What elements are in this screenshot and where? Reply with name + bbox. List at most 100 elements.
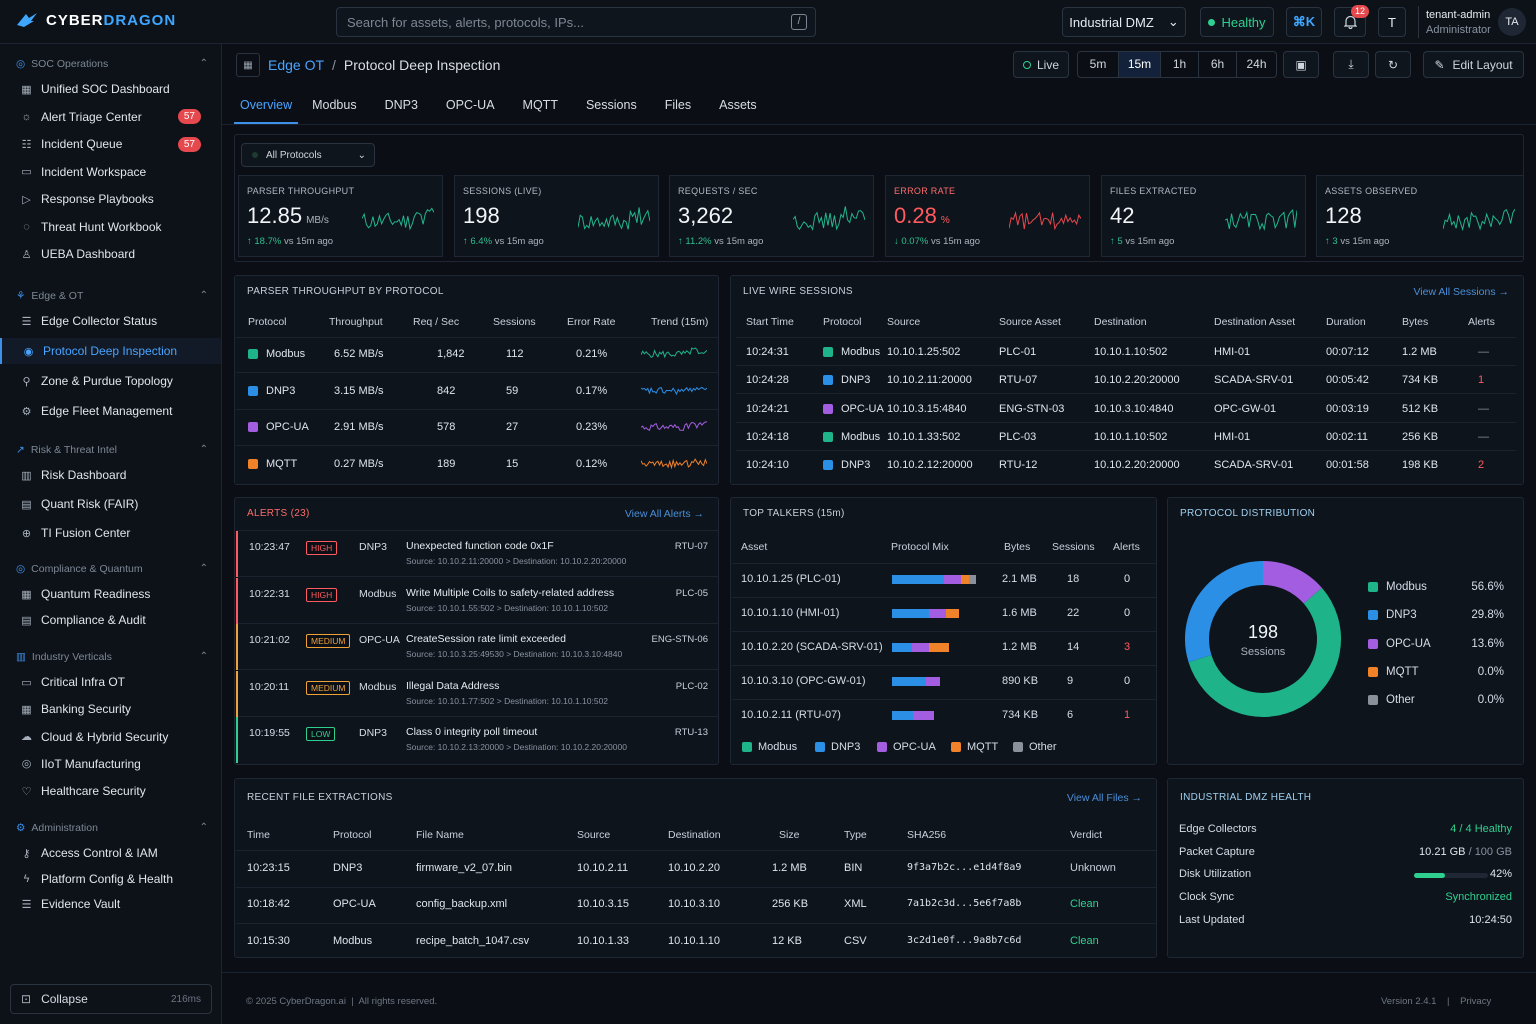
- sidebar-section-0[interactable]: ◎ SOC Operations ⌃: [16, 58, 208, 70]
- talker-row[interactable]: 10.10.3.10 (OPC-GW-01) 890 KB 9 0: [732, 667, 1156, 700]
- privacy-link[interactable]: Privacy: [1460, 996, 1492, 1007]
- sidebar-item-zone-purdue-topology[interactable]: ⚲ Zone & Purdue Topology: [0, 368, 221, 394]
- session-row[interactable]: 10:24:31 Modbus 10.10.1.25:502 PLC-01 10.10.…: [736, 338, 1516, 366]
- sidebar-item-platform-config-health[interactable]: ϟ Platform Config & Health: [0, 866, 221, 892]
- download-button[interactable]: ⤓: [1333, 51, 1369, 78]
- sidebar-section-4[interactable]: ▥ Industry Verticals ⌃: [16, 651, 208, 663]
- session-row[interactable]: 10:24:18 Modbus 10.10.1.33:502 PLC-03 10.10.…: [736, 423, 1516, 451]
- talker-row[interactable]: 10.10.2.11 (RTU-07) 734 KB 6 1: [732, 701, 1156, 733]
- protocol-swatch: [823, 403, 833, 414]
- session-row[interactable]: 10:24:28 DNP3 10.10.2.11:20000 RTU-07 10.10.…: [736, 366, 1516, 395]
- sidebar-item-protocol-deep-inspection[interactable]: ◉ Protocol Deep Inspection: [0, 338, 221, 364]
- range-24h[interactable]: 24h: [1236, 52, 1276, 77]
- view-all-sessions-link[interactable]: View All Sessions →: [1413, 286, 1509, 298]
- alert-row[interactable]: 10:21:02 MEDIUM OPC-UA CreateSession rate l…: [236, 624, 718, 670]
- sidebar-item-evidence-vault[interactable]: ☰ Evidence Vault: [0, 891, 221, 917]
- talker-row[interactable]: 10.10.1.25 (PLC-01) 2.1 MB 18 0: [732, 565, 1156, 598]
- donut-slice-modbus[interactable]: [1188, 587, 1341, 717]
- kpi-card-0[interactable]: PARSER THROUGHPUT 12.85 MB/s ↑ 18.7% vs 15m…: [238, 175, 443, 257]
- search-input[interactable]: Search for assets, alerts, protocols, IP…: [336, 7, 816, 37]
- sidebar-item-cloud-hybrid-security[interactable]: ☁ Cloud & Hybrid Security: [0, 724, 221, 750]
- range-1h[interactable]: 1h: [1160, 52, 1198, 77]
- sidebar-item-risk-dashboard[interactable]: ▥ Risk Dashboard: [0, 462, 221, 488]
- donut-slice-opc-ua[interactable]: [1262, 561, 1322, 604]
- tab-files[interactable]: Files: [664, 98, 692, 112]
- sidebar-item-compliance-audit[interactable]: ▤ Compliance & Audit: [0, 607, 221, 633]
- sidebar-item-healthcare-security[interactable]: ♡ Healthcare Security: [0, 778, 221, 804]
- sidebar-item-unified-soc-dashboard[interactable]: ▦ Unified SOC Dashboard: [0, 76, 221, 102]
- user-menu[interactable]: tenant-admin Administrator: [1426, 8, 1491, 38]
- protocol-mix-segment: [913, 711, 934, 720]
- protocol-mix-bar: [892, 677, 940, 686]
- sidebar-item-edge-fleet-management[interactable]: ⚙ Edge Fleet Management: [0, 398, 221, 424]
- theme-button[interactable]: T: [1378, 7, 1406, 37]
- notifications-button[interactable]: 12: [1334, 5, 1369, 37]
- health-status-button[interactable]: Healthy: [1200, 7, 1274, 37]
- sidebar-item-incident-workspace[interactable]: ▭ Incident Workspace: [0, 159, 221, 185]
- breadcrumb-edge-ot[interactable]: Edge OT: [268, 57, 325, 73]
- protocol-filter-select[interactable]: All Protocols ⌄: [241, 143, 375, 167]
- sidebar-section-2[interactable]: ↗ Risk & Threat Intel ⌃: [16, 444, 208, 456]
- collapse-button[interactable]: ⊡ Collapse 216ms: [10, 984, 212, 1014]
- sidebar-item-edge-collector-status[interactable]: ☰ Edge Collector Status: [0, 308, 221, 334]
- range-6h[interactable]: 6h: [1198, 52, 1236, 77]
- sidebar-item-incident-queue[interactable]: ☷ Incident Queue 57: [0, 131, 221, 157]
- command-label: ⌘K: [1292, 14, 1316, 29]
- file-row[interactable]: 10:23:15 DNP3 firmware_v2_07.bin 10.10.2.11…: [236, 852, 1156, 888]
- sidebar-section-1[interactable]: ⚘ Edge & OT ⌃: [16, 290, 208, 302]
- session-row[interactable]: 10:24:10 DNP3 10.10.2.12:20000 RTU-12 10.10.…: [736, 451, 1516, 479]
- throughput-row[interactable]: DNP3 3.15 MB/s 842 59 0.17%: [236, 375, 718, 410]
- talker-row[interactable]: 10.10.2.20 (SCADA-SRV-01) 1.2 MB 14 3: [732, 633, 1156, 666]
- sidebar-item-quant-risk-fair-[interactable]: ▤ Quant Risk (FAIR): [0, 491, 221, 517]
- kpi-card-3[interactable]: ERROR RATE 0.28% ↓ 0.07% vs 15m ago: [885, 175, 1090, 257]
- throughput-row[interactable]: Modbus 6.52 MB/s 1,842 112 0.21%: [236, 338, 718, 373]
- brand-logo[interactable]: CYBERDRAGON: [16, 11, 176, 29]
- sidebar-item-alert-triage-center[interactable]: ☼ Alert Triage Center 57: [0, 104, 221, 130]
- tab-overview[interactable]: Overview: [234, 92, 299, 124]
- tab-sessions[interactable]: Sessions: [585, 98, 637, 112]
- command-palette-button[interactable]: ⌘K: [1286, 7, 1322, 37]
- tab-assets[interactable]: Assets: [719, 98, 757, 112]
- alert-row[interactable]: 10:19:55 LOW DNP3 Class 0 integrity poll ti…: [236, 717, 718, 763]
- kpi-card-2[interactable]: REQUESTS / SEC 3,262 ↑ 11.2% vs 15m ago: [669, 175, 874, 257]
- sidebar-section-3[interactable]: ◎ Compliance & Quantum ⌃: [16, 563, 208, 575]
- sidebar-section-5[interactable]: ⚙ Administration ⌃: [16, 822, 208, 834]
- donut-slice-dnp3[interactable]: [1185, 561, 1264, 663]
- session-row[interactable]: 10:24:21 OPC-UA 10.10.3.15:4840 ENG-STN-03 1…: [736, 395, 1516, 423]
- avatar[interactable]: TA: [1498, 8, 1526, 36]
- talker-row[interactable]: 10.10.1.10 (HMI-01) 1.6 MB 22 0: [732, 599, 1156, 632]
- view-all-alerts-link[interactable]: View All Alerts →: [624, 508, 704, 520]
- file-row[interactable]: 10:18:42 OPC-UA config_backup.xml 10.10.3.1…: [236, 888, 1156, 925]
- alert-row[interactable]: 10:22:31 HIGH Modbus Write Multiple Coils t…: [236, 577, 718, 624]
- live-button[interactable]: Live: [1013, 51, 1069, 78]
- range-15m[interactable]: 15m: [1118, 52, 1160, 77]
- edit-layout-button[interactable]: ✎ Edit Layout: [1423, 51, 1524, 78]
- sidebar-item-quantum-readiness[interactable]: ▦ Quantum Readiness: [0, 581, 221, 607]
- kpi-card-1[interactable]: SESSIONS (LIVE) 198 ↑ 6.4% vs 15m ago: [454, 175, 659, 257]
- range-5m[interactable]: 5m: [1089, 57, 1107, 71]
- tab-modbus[interactable]: Modbus: [312, 98, 357, 112]
- sidebar-item-response-playbooks[interactable]: ▷ Response Playbooks: [0, 186, 221, 212]
- refresh-button[interactable]: ↻: [1375, 51, 1411, 78]
- sidebar-item-access-control-iam[interactable]: ⚷ Access Control & IAM: [0, 840, 221, 866]
- tab-opc-ua[interactable]: OPC-UA: [445, 98, 495, 112]
- calendar-button[interactable]: ▣: [1283, 51, 1319, 78]
- alert-row[interactable]: 10:23:47 HIGH DNP3 Unexpected function code…: [236, 531, 718, 577]
- sidebar-item-threat-hunt-workbook[interactable]: ◌ Threat Hunt Workbook: [0, 214, 221, 240]
- sidebar-item-critical-infra-ot[interactable]: ▭ Critical Infra OT: [0, 669, 221, 695]
- kpi-card-5[interactable]: ASSETS OBSERVED 128 ↑ 3 vs 15m ago: [1316, 175, 1524, 257]
- tab-mqtt[interactable]: MQTT: [522, 98, 558, 112]
- file-row[interactable]: 10:15:30 Modbus recipe_batch_1047.csv 10.10…: [236, 925, 1156, 961]
- view-all-files-link[interactable]: View All Files →: [1066, 792, 1142, 804]
- alert-row[interactable]: 10:20:11 MEDIUM Modbus Illegal Data Address…: [236, 670, 718, 717]
- kpi-card-4[interactable]: FILES EXTRACTED 42 ↑ 5 vs 15m ago: [1101, 175, 1306, 257]
- sidebar-item-banking-security[interactable]: ▦ Banking Security: [0, 696, 221, 722]
- throughput-row[interactable]: OPC-UA 2.91 MB/s 578 27 0.23%: [236, 411, 718, 446]
- talkers-legend-item: DNP3: [815, 741, 860, 753]
- throughput-row[interactable]: MQTT 0.27 MB/s 189 15 0.12%: [236, 448, 718, 482]
- tab-dnp3[interactable]: DNP3: [384, 98, 418, 112]
- sidebar-item-ueba-dashboard[interactable]: ♙ UEBA Dashboard: [0, 241, 221, 267]
- sidebar-item-ti-fusion-center[interactable]: ⊕ TI Fusion Center: [0, 520, 221, 546]
- sidebar-item-iiot-manufacturing[interactable]: ◎ IIoT Manufacturing: [0, 751, 221, 777]
- environment-select[interactable]: Industrial DMZ ⌄: [1062, 7, 1186, 37]
